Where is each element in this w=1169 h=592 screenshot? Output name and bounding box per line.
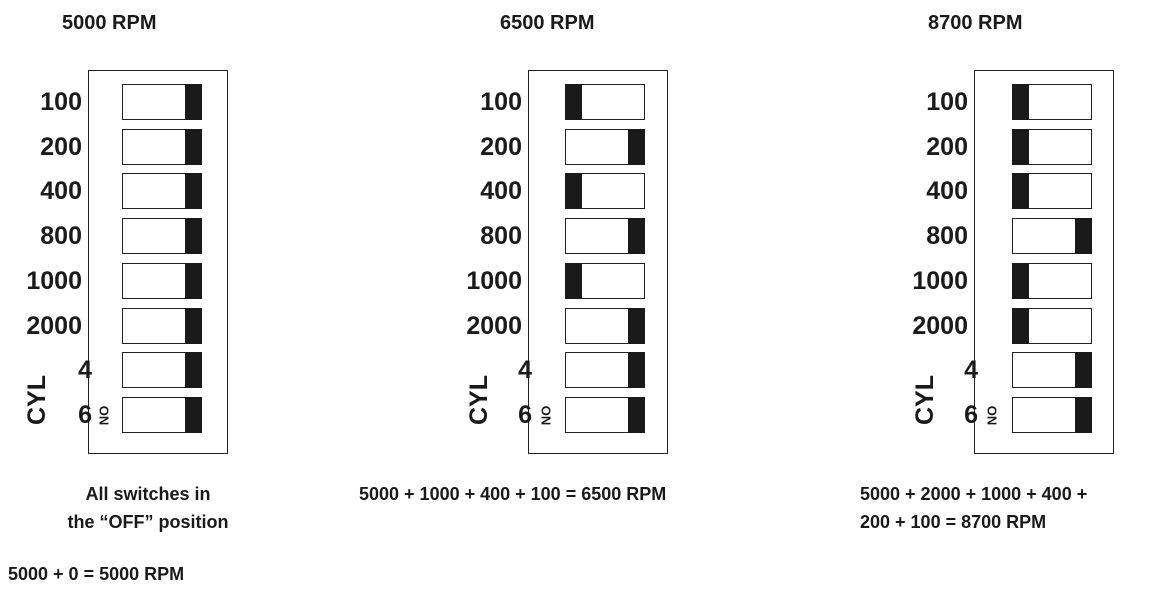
switch-knob — [185, 173, 202, 210]
switch-label-4: 4 — [78, 356, 92, 385]
dip-switch-400[interactable] — [565, 173, 645, 210]
caption-line-2: the “OFF” position — [67, 512, 229, 532]
dip-switch-400[interactable] — [122, 173, 202, 210]
switch-label-6: 6 — [518, 400, 532, 429]
switch-label-4: 4 — [964, 356, 978, 385]
caption-line-2: 200 + 100 = 8700 RPM — [860, 512, 1047, 532]
dip-switch-200[interactable] — [122, 128, 202, 165]
switch-knob — [565, 84, 582, 120]
switch-knob — [185, 84, 202, 120]
switch-label-1000: 1000 — [912, 266, 968, 295]
dip-switch-800[interactable] — [1012, 218, 1092, 255]
switch-label-4: 4 — [518, 356, 532, 385]
on-label: ON — [984, 405, 1000, 426]
switch-label-2000: 2000 — [26, 311, 82, 340]
switch-knob — [628, 307, 645, 344]
panel-title: 6500 RPM — [500, 12, 595, 34]
panel-title: 8700 RPM — [928, 12, 1023, 34]
caption-line-3: 5000 + 0 = 5000 RPM — [8, 564, 185, 584]
on-label: ON — [96, 405, 112, 426]
dip-switch-800[interactable] — [565, 218, 645, 255]
switch-knob — [185, 352, 202, 389]
dip-switch-800[interactable] — [122, 218, 202, 255]
switch-label-2000: 2000 — [912, 311, 968, 340]
dip-switch-200[interactable] — [1012, 128, 1092, 165]
on-label: ON — [538, 405, 554, 426]
panel-6500-rpm: 6500 RPM CYL ON 100 200 400 800 1000 2000 4 6 — [440, 0, 770, 592]
dip-switch-200[interactable] — [565, 128, 645, 165]
caption-line-1: 5000 + 1000 + 400 + 100 = 6500 RPM — [359, 484, 667, 504]
dip-switch-2000[interactable] — [1012, 307, 1092, 344]
dip-switch-1000[interactable] — [122, 262, 202, 299]
switch-label-400: 400 — [40, 177, 82, 206]
dip-switch-4[interactable] — [1012, 352, 1092, 389]
dip-switch-400[interactable] — [1012, 173, 1092, 210]
caption-line-1: 5000 + 2000 + 1000 + 400 + — [860, 484, 1088, 504]
switch-label-100: 100 — [926, 88, 968, 116]
switch-label-200: 200 — [40, 132, 82, 161]
dip-switch-1000[interactable] — [1012, 262, 1092, 299]
switch-knob — [185, 262, 202, 299]
dip-switch-1000[interactable] — [565, 262, 645, 299]
switch-knob — [185, 396, 202, 433]
switch-label-100: 100 — [480, 88, 522, 116]
panel-5000-rpm: 5000 RPM CYL ON All switches in the “OFF… — [0, 0, 330, 592]
switch-label-800: 800 — [926, 222, 968, 251]
switch-knob — [1075, 396, 1092, 433]
switch-label-1000: 1000 — [26, 266, 82, 295]
switch-label-2000: 2000 — [466, 311, 522, 340]
switch-knob — [628, 396, 645, 433]
switch-label-1000: 1000 — [466, 266, 522, 295]
switch-knob — [1012, 262, 1029, 299]
switch-label-200: 200 — [480, 132, 522, 161]
dip-switch-6[interactable] — [1012, 396, 1092, 433]
panel-title: 5000 RPM — [62, 12, 157, 34]
panel-8700-rpm: 8700 RPM CYL ON 100 200 400 800 1000 2000 4 6 — [888, 0, 1169, 592]
switch-label-800: 800 — [40, 222, 82, 251]
switch-knob — [628, 218, 645, 255]
switch-label-6: 6 — [78, 400, 92, 429]
switch-knob — [565, 173, 582, 210]
dip-switch-2000[interactable] — [122, 307, 202, 344]
switch-knob — [1075, 352, 1092, 389]
dip-switch-6[interactable] — [565, 396, 645, 433]
switch-label-400: 400 — [480, 177, 522, 206]
switch-label-100: 100 — [40, 88, 82, 116]
switch-knob — [1075, 218, 1092, 255]
dip-switch-4[interactable] — [565, 352, 645, 389]
switch-knob — [628, 128, 645, 165]
switch-label-6: 6 — [964, 400, 978, 429]
dip-switch-6[interactable] — [122, 396, 202, 433]
dip-switch-100[interactable] — [1012, 84, 1092, 120]
switch-knob — [628, 352, 645, 389]
dip-switch-100[interactable] — [565, 84, 645, 120]
switch-label-800: 800 — [480, 222, 522, 251]
switch-knob — [565, 262, 582, 299]
switch-knob — [1012, 307, 1029, 344]
switch-knob — [185, 307, 202, 344]
switch-knob — [185, 128, 202, 165]
dip-switch-100[interactable] — [122, 84, 202, 120]
switch-knob — [1012, 128, 1029, 165]
switch-knob — [1012, 173, 1029, 210]
caption-line-1: All switches in — [85, 484, 211, 504]
switch-label-200: 200 — [926, 132, 968, 161]
dip-switch-4[interactable] — [122, 352, 202, 389]
switch-knob — [1012, 84, 1029, 120]
dip-switch-2000[interactable] — [565, 307, 645, 344]
switch-label-400: 400 — [926, 177, 968, 206]
switch-knob — [185, 218, 202, 255]
